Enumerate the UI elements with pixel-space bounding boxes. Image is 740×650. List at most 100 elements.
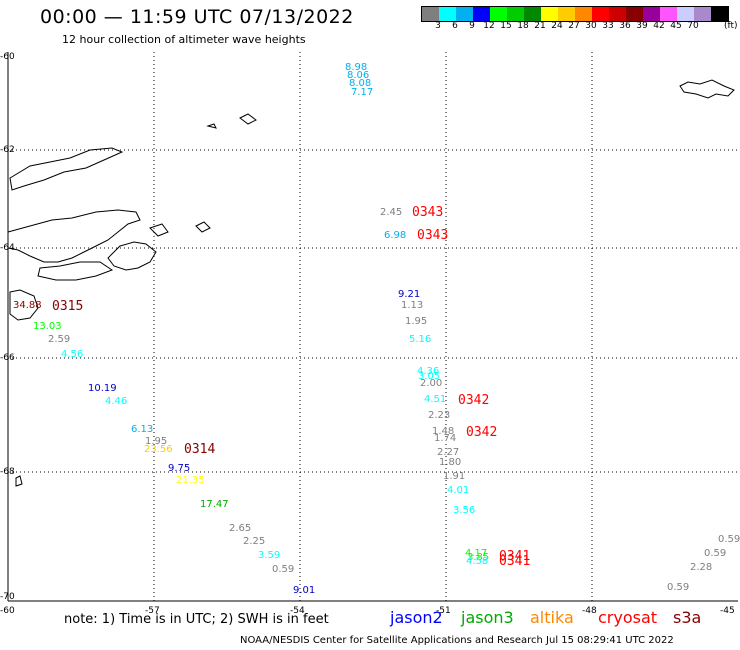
- wave-height-label: 4.56: [61, 349, 84, 360]
- wave-height-label: 4.51: [424, 394, 447, 405]
- color-scale-label: 3: [435, 21, 441, 31]
- lat-label: -66: [0, 353, 15, 363]
- lat-label: -60: [0, 52, 15, 62]
- satellite-legend-s3a: s3a: [673, 608, 702, 627]
- wave-height-label: 17.47: [200, 499, 229, 510]
- color-scale-swatch: [507, 7, 524, 21]
- color-scale-label: 33: [602, 21, 614, 31]
- color-scale-swatch: [490, 7, 507, 21]
- wave-height-label: 1.95: [145, 436, 168, 447]
- wave-height-label: 2.59: [48, 334, 71, 345]
- lon-label: -48: [582, 606, 597, 616]
- wave-height-label: 13.03: [33, 321, 62, 332]
- color-scale-label: 42: [653, 21, 665, 31]
- chart-title: 00:00 — 11:59 UTC 07/13/2022: [40, 6, 354, 28]
- lat-label: -62: [0, 145, 15, 155]
- color-scale-label: 6: [452, 21, 458, 31]
- satellite-legend-cryosat: cryosat: [598, 608, 658, 627]
- map-frame: [7, 52, 738, 602]
- color-scale-swatch: [643, 7, 660, 21]
- lon-label: -60: [0, 606, 15, 616]
- color-scale-swatch: [439, 7, 456, 21]
- wave-height-label: 2.23: [428, 410, 451, 421]
- wave-height-label: 4.17: [465, 548, 488, 559]
- wave-height-label: 4.58: [466, 556, 489, 567]
- wave-height-label: 2.28: [690, 562, 713, 573]
- lon-label: -45: [720, 606, 735, 616]
- color-scale-label: 39: [636, 21, 648, 31]
- wave-height-label: 2.27: [437, 447, 460, 458]
- wave-height-label: 7.17: [351, 87, 374, 98]
- color-scale-label: 27: [568, 21, 580, 31]
- wave-height-label: 9.21: [398, 289, 421, 300]
- pass-time-label: 0342: [466, 425, 498, 440]
- coastlines: [7, 79, 735, 487]
- wave-height-label: 0.59: [718, 534, 740, 545]
- wave-height-label: 34.88: [13, 300, 42, 311]
- color-scale-label: 70: [687, 21, 699, 31]
- color-scale-swatch: [541, 7, 558, 21]
- wave-height-label: 21.35: [176, 475, 205, 486]
- color-scale-swatch: [456, 7, 473, 21]
- color-scale-swatch: [711, 7, 728, 21]
- credit-line: NOAA/NESDIS Center for Satellite Applica…: [240, 635, 674, 646]
- color-scale-label: 9: [469, 21, 475, 31]
- wave-height-label: 2.25: [243, 536, 266, 547]
- wave-height-label: 1.80: [439, 457, 462, 468]
- color-scale-swatch: [422, 7, 439, 21]
- color-scale-swatch: [558, 7, 575, 21]
- lon-label: -54: [290, 606, 305, 616]
- wave-height-label: 9.01: [293, 585, 316, 596]
- pass-time-label: 0314: [184, 442, 216, 457]
- satellite-legend-altika: altika: [530, 608, 574, 627]
- wave-height-label: 1.74: [434, 433, 457, 444]
- wave-height-label: 3.85: [467, 552, 490, 563]
- color-scale-swatch: [592, 7, 609, 21]
- wave-height-label: 4.01: [447, 485, 470, 496]
- wave-height-label: 8.06: [347, 70, 370, 81]
- wave-height-label: 1.91: [443, 471, 466, 482]
- lon-label: -51: [436, 606, 451, 616]
- wave-height-label: 23.56: [144, 444, 173, 455]
- wave-height-label: 5.16: [409, 334, 432, 345]
- color-scale-swatch: [677, 7, 694, 21]
- color-scale-label: 24: [551, 21, 563, 31]
- pass-time-label: 0341: [499, 554, 531, 569]
- satellite-legend-jason3: jason3: [461, 608, 514, 627]
- wave-height-label: 0.59: [667, 582, 690, 593]
- color-scale-label: 45: [670, 21, 682, 31]
- color-scale-swatch: [524, 7, 541, 21]
- wave-height-label: 3.05: [418, 371, 441, 382]
- map-gridlines: [8, 52, 738, 601]
- color-scale-swatch: [660, 7, 677, 21]
- wave-height-label: 4.46: [105, 396, 128, 407]
- wave-height-label: 10.19: [88, 383, 117, 394]
- color-scale-swatch: [473, 7, 490, 21]
- lon-label: -57: [145, 606, 160, 616]
- pass-time-label: 0315: [52, 299, 84, 314]
- color-scale-swatch: [694, 7, 711, 21]
- pass-time-label: 0343: [412, 205, 444, 220]
- wave-height-label: 1.48: [432, 426, 455, 437]
- wave-height-label: 6.98: [384, 230, 407, 241]
- pass-time-label: 0342: [458, 393, 490, 408]
- color-scale-bar: [421, 6, 729, 22]
- wave-height-label: 0.59: [704, 548, 727, 559]
- lat-label: -70: [0, 592, 15, 602]
- wave-height-label: 1.13: [401, 300, 424, 311]
- wave-height-label: 9.75: [168, 463, 191, 474]
- wave-height-label: 1.95: [405, 316, 428, 327]
- color-scale-unit: (ft): [724, 21, 738, 31]
- wave-height-label: 6.13: [131, 424, 154, 435]
- wave-height-label: 4.36: [417, 366, 440, 377]
- chart-subtitle: 12 hour collection of altimeter wave hei…: [62, 33, 306, 46]
- color-scale-label: 36: [619, 21, 631, 31]
- lat-label: -68: [0, 467, 15, 477]
- satellite-legend-jason2: jason2: [390, 608, 443, 627]
- color-scale-label: 18: [517, 21, 529, 31]
- lat-label: -64: [0, 243, 15, 253]
- wave-height-label: 3.56: [453, 505, 476, 516]
- color-scale-swatch: [609, 7, 626, 21]
- color-scale-label: 12: [483, 21, 495, 31]
